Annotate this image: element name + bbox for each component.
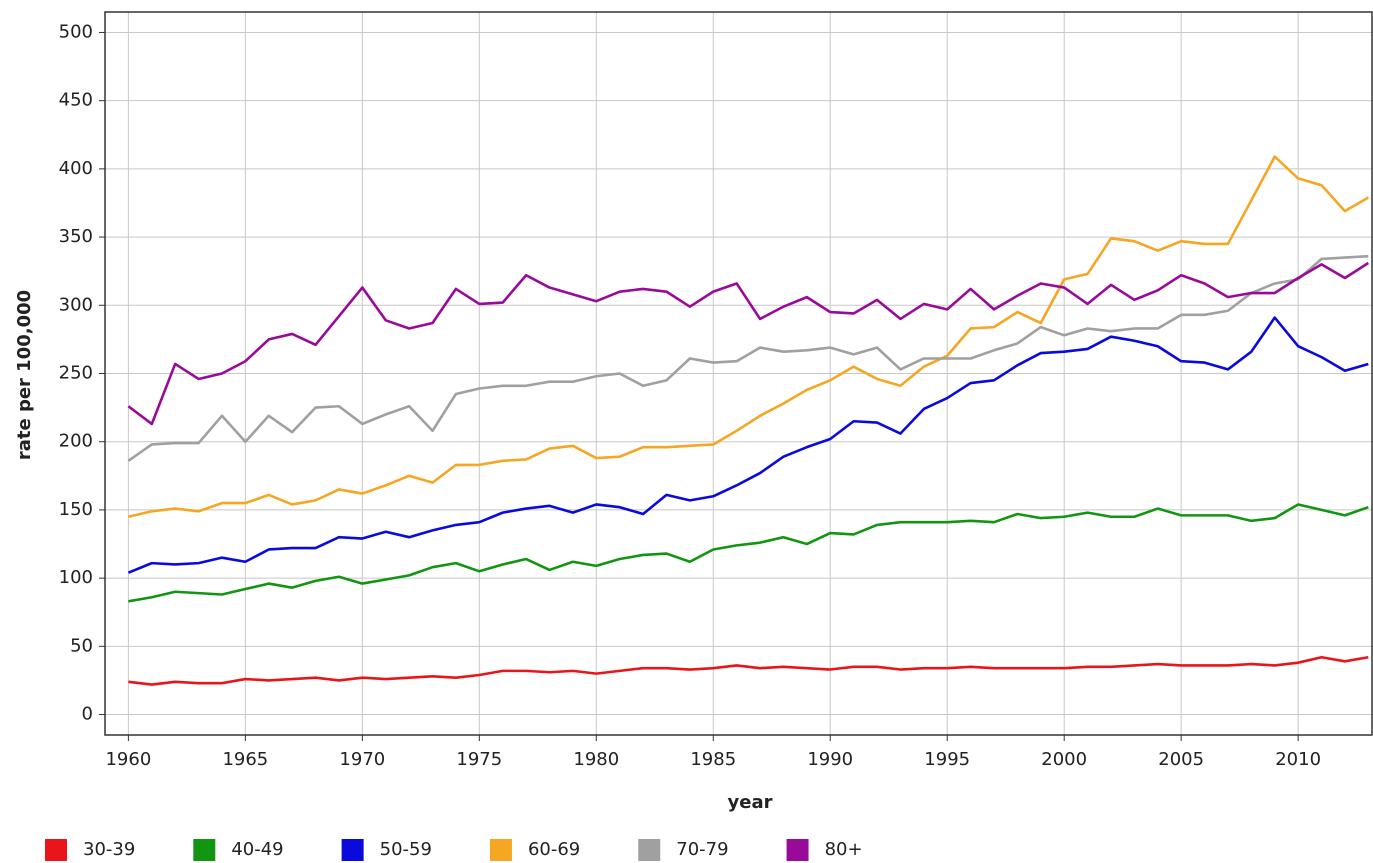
- x-tick-label: 1960: [105, 749, 151, 770]
- x-tick-label: 2010: [1275, 749, 1321, 770]
- x-tick-label: 2005: [1158, 749, 1204, 770]
- x-tick-label: 1975: [456, 749, 502, 770]
- legend-label: 40-49: [231, 839, 283, 860]
- y-tick-label: 350: [59, 226, 93, 247]
- legend-swatch: [786, 839, 809, 861]
- plot-frame: [104, 11, 1373, 736]
- series-line: [128, 155, 1369, 519]
- x-tick-label: 1980: [573, 749, 619, 770]
- series-line: [127, 261, 1370, 426]
- legend-label: 70-79: [676, 839, 728, 860]
- x-tick-label: 2000: [1041, 749, 1087, 770]
- legend-swatch: [489, 839, 512, 861]
- y-tick-label: 0: [82, 704, 93, 725]
- y-axis-label: rate per 100,000: [14, 290, 35, 460]
- legend-swatch: [341, 839, 364, 861]
- x-tick-label: 1970: [339, 749, 385, 770]
- y-tick-label: 500: [59, 21, 93, 42]
- y-tick-label: 200: [59, 431, 93, 452]
- legend-swatch: [45, 839, 67, 861]
- y-tick-label: 150: [59, 499, 93, 520]
- y-tick-label: 250: [59, 363, 93, 384]
- series-line: [128, 655, 1369, 686]
- x-tick-label: 1990: [807, 749, 853, 770]
- x-tick-label: 1965: [222, 749, 268, 770]
- legend-label: 80+: [825, 839, 863, 860]
- series-line: [127, 254, 1369, 462]
- y-tick-label: 400: [59, 158, 93, 179]
- legend-swatch: [638, 839, 661, 861]
- x-tick-label: 1985: [690, 749, 736, 770]
- legend-swatch: [193, 839, 216, 861]
- y-tick-label: 100: [59, 567, 93, 588]
- x-tick-label: 1995: [924, 749, 970, 770]
- y-tick-label: 450: [59, 90, 93, 111]
- series-line: [128, 503, 1369, 603]
- legend-label: 60-69: [528, 839, 580, 860]
- x-axis-label: year: [728, 792, 773, 813]
- series-line: [127, 316, 1369, 574]
- legend-label: 30-39: [83, 839, 135, 860]
- y-tick-label: 50: [70, 635, 93, 656]
- y-tick-label: 300: [59, 294, 93, 315]
- legend-label: 50-59: [380, 839, 432, 860]
